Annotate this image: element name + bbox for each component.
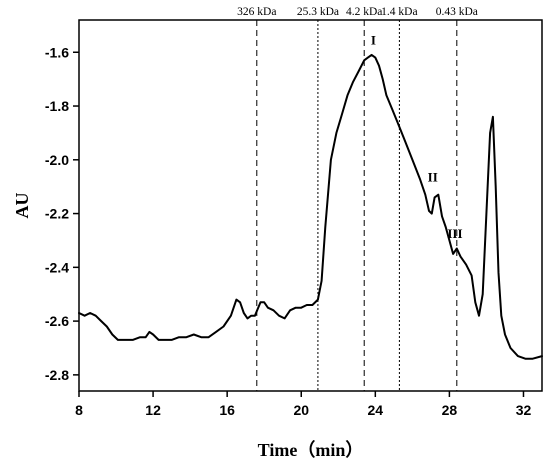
series-line-0 [78,53,543,360]
x-tick-label-3: 20 [293,402,309,418]
y-axis-ticks: -1.6 -1.8 -2.0 -2.2 -2.4 -2.6 -2.8 [45,44,79,383]
marker-label-2: 4.2 kDa [346,6,382,18]
peak-label-0: I [371,32,376,47]
y-tick-label-1: -1.8 [45,98,69,114]
x-tick-label-0: 8 [75,402,83,418]
y-tick-label-2: -2.0 [45,152,69,168]
marker-label-4: 0.43 kDa [436,6,478,18]
plot-frame [78,19,543,392]
x-tick-label-2: 16 [219,402,235,418]
plot-area [78,53,543,360]
marker-label-0: 326 kDa [237,6,276,18]
x-tick-label-1: 12 [145,402,161,418]
x-axis-ticks: 8 12 16 20 24 28 32 [75,391,531,418]
y-tick-label-5: -2.6 [45,313,69,329]
peak-label-1: II [428,169,438,184]
x-tick-label-6: 32 [516,402,532,418]
marker-label-1: 25.3 kDa [297,6,339,18]
marker-label-3: 1.4 kDa [381,6,417,18]
x-axis-title: Time（min） [258,440,364,460]
peak-label-2: III [447,226,462,241]
y-tick-label-6: -2.8 [45,367,69,383]
y-tick-label-4: -2.4 [45,259,69,275]
y-axis-title: AU [12,193,32,219]
x-tick-label-4: 24 [368,402,384,418]
y-tick-label-3: -2.2 [45,206,69,222]
y-tick-label-0: -1.6 [45,44,69,60]
x-tick-label-5: 28 [442,402,458,418]
